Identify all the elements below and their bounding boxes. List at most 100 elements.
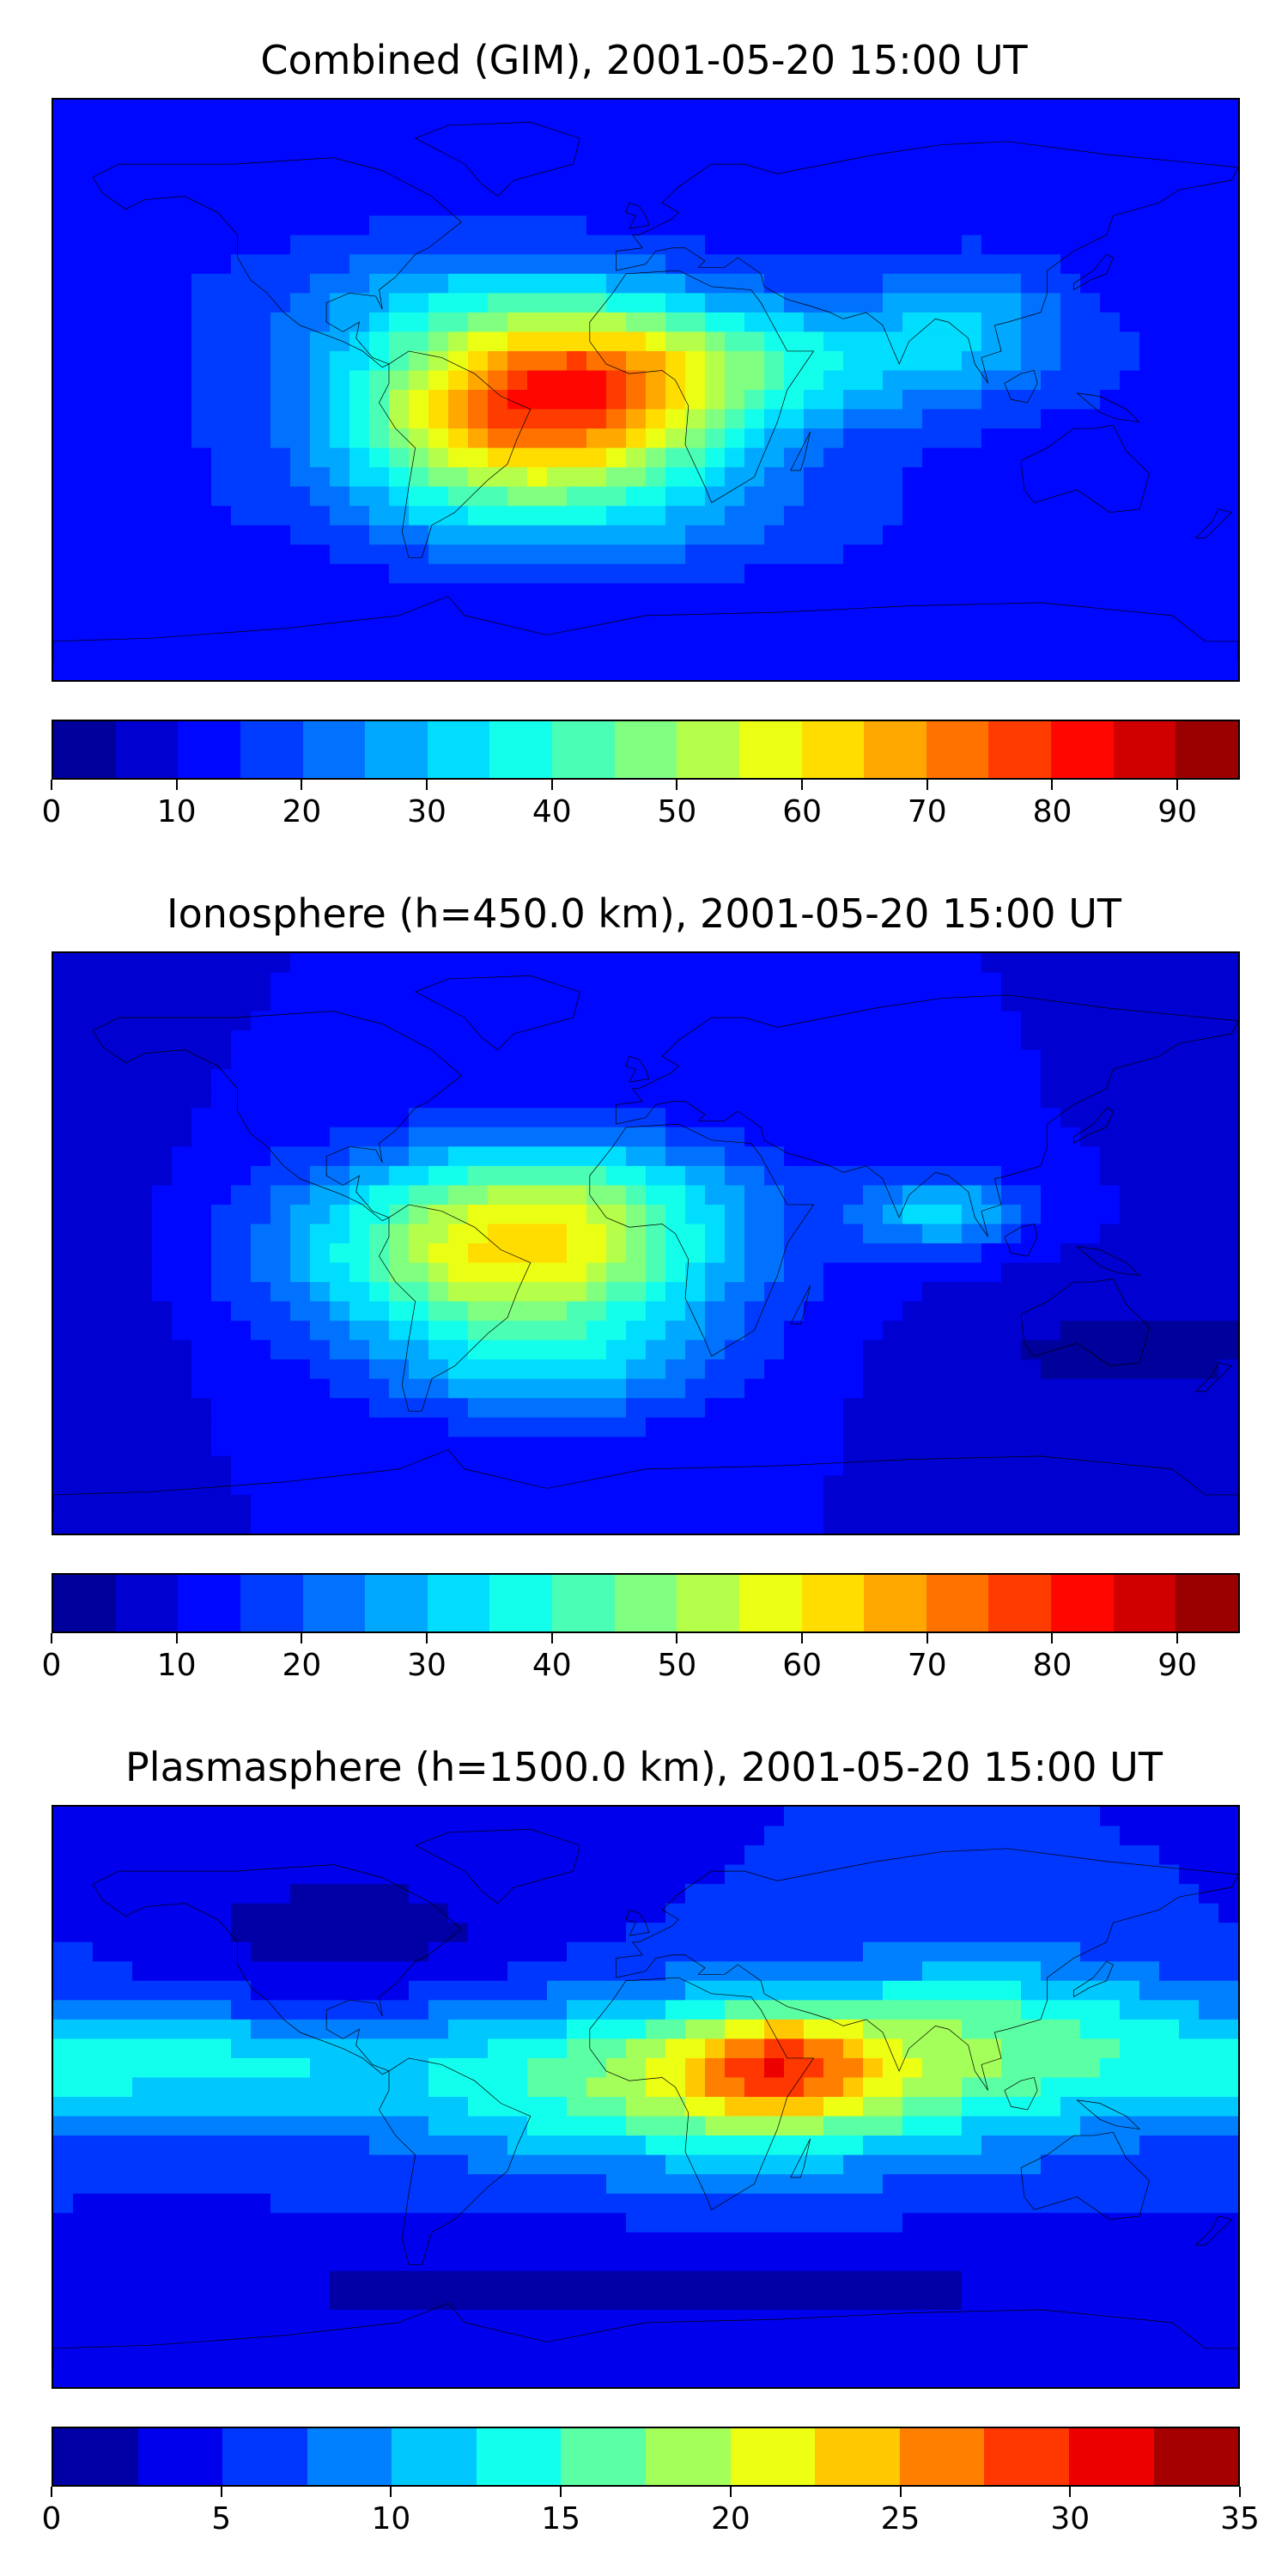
field-cell (1218, 1514, 1238, 1534)
field-cell (270, 1165, 292, 1187)
field-cell (784, 1475, 805, 1497)
field-cell (1021, 1069, 1042, 1090)
field-cell (428, 1204, 450, 1225)
field-cell (152, 234, 173, 256)
field-cell (606, 2309, 628, 2330)
field-cell (843, 1826, 865, 1847)
field-cell (547, 2309, 568, 2330)
field-cell (646, 563, 667, 585)
colorbar-tick-label: 0 (41, 794, 62, 829)
field-cell (567, 1301, 588, 1322)
field-cell (468, 1262, 489, 1284)
field-cell (863, 602, 884, 623)
field-cell (507, 138, 529, 159)
field-cell (843, 2136, 865, 2156)
field-cell (646, 1884, 667, 1905)
field-cell (112, 583, 134, 604)
map-ionosphere-svg (53, 953, 1238, 1534)
field-cell (172, 1826, 193, 1847)
field-cell (586, 1301, 608, 1322)
field-cell (191, 602, 213, 623)
field-cell (330, 2019, 351, 2040)
field-cell (1159, 1494, 1181, 1516)
field-cell (863, 486, 884, 507)
field-cell (1001, 525, 1023, 546)
field-cell (685, 1514, 707, 1534)
field-cell (922, 293, 944, 313)
field-cell (73, 254, 94, 275)
field-cell (843, 1884, 865, 1905)
field-cell (468, 953, 489, 974)
field-cell (93, 1127, 114, 1148)
field-cell (290, 2213, 312, 2233)
field-cell (1100, 1069, 1121, 1090)
field-cell (626, 409, 647, 430)
field-cell (606, 331, 628, 353)
field-cell (251, 1398, 272, 1419)
field-cell (132, 293, 154, 313)
field-cell (646, 1845, 667, 1866)
field-cell (290, 2174, 312, 2195)
field-cell (488, 2116, 509, 2137)
field-cell (981, 1108, 1003, 1128)
field-cell (863, 1884, 884, 1905)
field-cell (1139, 1398, 1161, 1419)
field-cell (1139, 1088, 1161, 1109)
field-cell (784, 2329, 805, 2350)
field-cell (330, 622, 351, 643)
field-cell (488, 157, 509, 179)
field-cell (705, 1224, 726, 1245)
field-cell (1100, 544, 1121, 565)
field-cell (448, 953, 470, 974)
field-cell (606, 1224, 628, 1245)
colorbar-ticks-combined: 0 10 20 30 40 50 60 70 80 90 (42, 780, 1240, 831)
field-cell (665, 1455, 687, 1477)
field-cell (152, 1321, 173, 1341)
field-cell (804, 622, 825, 643)
field-cell (725, 2251, 746, 2272)
field-cell (863, 2193, 884, 2215)
field-cell (1100, 447, 1121, 469)
field-cell (942, 196, 963, 217)
field-cell (53, 486, 75, 507)
field-cell (685, 157, 707, 179)
field-cell (586, 1049, 608, 1071)
field-cell (488, 2136, 509, 2156)
field-cell (1080, 1359, 1102, 1380)
field-cell (942, 660, 963, 680)
field-cell (1100, 216, 1121, 236)
field-cell (527, 2136, 549, 2156)
field-cell (191, 2213, 213, 2233)
colorbar-tick-label: 80 (1032, 1648, 1072, 1683)
field-cell (1159, 622, 1181, 643)
field-cell (152, 1475, 173, 1497)
field-cell (112, 2077, 134, 2099)
field-cell (448, 1864, 470, 1886)
field-cell (290, 1030, 312, 1051)
field-cell (507, 177, 529, 197)
field-cell (863, 1826, 884, 1847)
field-cell (1199, 331, 1220, 353)
field-cell (132, 1146, 154, 1167)
field-cell (883, 2097, 904, 2117)
field-cell (1199, 525, 1220, 546)
field-cell (606, 2232, 628, 2253)
field-cell (1041, 1378, 1062, 1400)
field-cell (349, 1980, 371, 2002)
field-cell (231, 2232, 252, 2253)
field-cell (330, 1884, 351, 1905)
field-cell (1159, 118, 1181, 140)
field-cell (1041, 1321, 1062, 1341)
field-cell (1159, 157, 1181, 179)
field-cell (883, 157, 904, 179)
field-cell (172, 312, 193, 333)
field-cell (191, 1049, 213, 1071)
field-cell (685, 1359, 707, 1380)
field-cell (942, 370, 963, 392)
field-cell (448, 1961, 470, 1982)
field-cell (428, 1030, 450, 1051)
field-cell (93, 1475, 114, 1497)
field-cell (330, 409, 351, 430)
field-cell (784, 1069, 805, 1090)
field-cell (409, 138, 430, 159)
